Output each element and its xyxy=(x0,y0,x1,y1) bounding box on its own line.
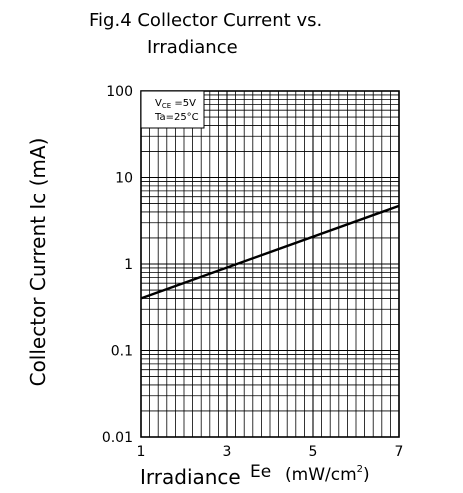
plot-grid xyxy=(140,91,400,438)
y-tick-label: 0.1 xyxy=(111,344,133,360)
y-tick-labels: 0.01 0.1 1 10 100 xyxy=(102,84,133,446)
y-axis-label: Collector Current Ic (mA) xyxy=(26,138,50,387)
chart-title-line-1: Fig.4 Collector Current vs. xyxy=(89,10,322,31)
conditions-box xyxy=(140,90,205,129)
series-line xyxy=(140,204,400,300)
x-tick-label: 7 xyxy=(395,444,404,460)
x-axis-unit: (mW/cm2) xyxy=(285,464,370,485)
condition-ta: Ta=25°C xyxy=(154,112,199,123)
x-axis-label: Irradiance xyxy=(140,465,241,489)
x-axis-symbol: Ee xyxy=(250,462,271,482)
chart-title-line-2: Irradiance xyxy=(147,37,238,58)
data-series xyxy=(140,204,400,300)
condition-vce: VCE =5V xyxy=(155,98,196,110)
plot-frame xyxy=(140,90,400,438)
x-tick-label: 1 xyxy=(137,444,146,460)
y-tick-label: 10 xyxy=(115,171,133,187)
y-tick-label: 0.01 xyxy=(102,430,133,446)
x-tick-labels: 1 3 5 7 xyxy=(137,444,404,460)
x-tick-label: 5 xyxy=(309,444,318,460)
y-tick-label: 100 xyxy=(106,84,133,100)
x-tick-label: 3 xyxy=(223,444,232,460)
y-tick-label: 1 xyxy=(124,257,133,273)
